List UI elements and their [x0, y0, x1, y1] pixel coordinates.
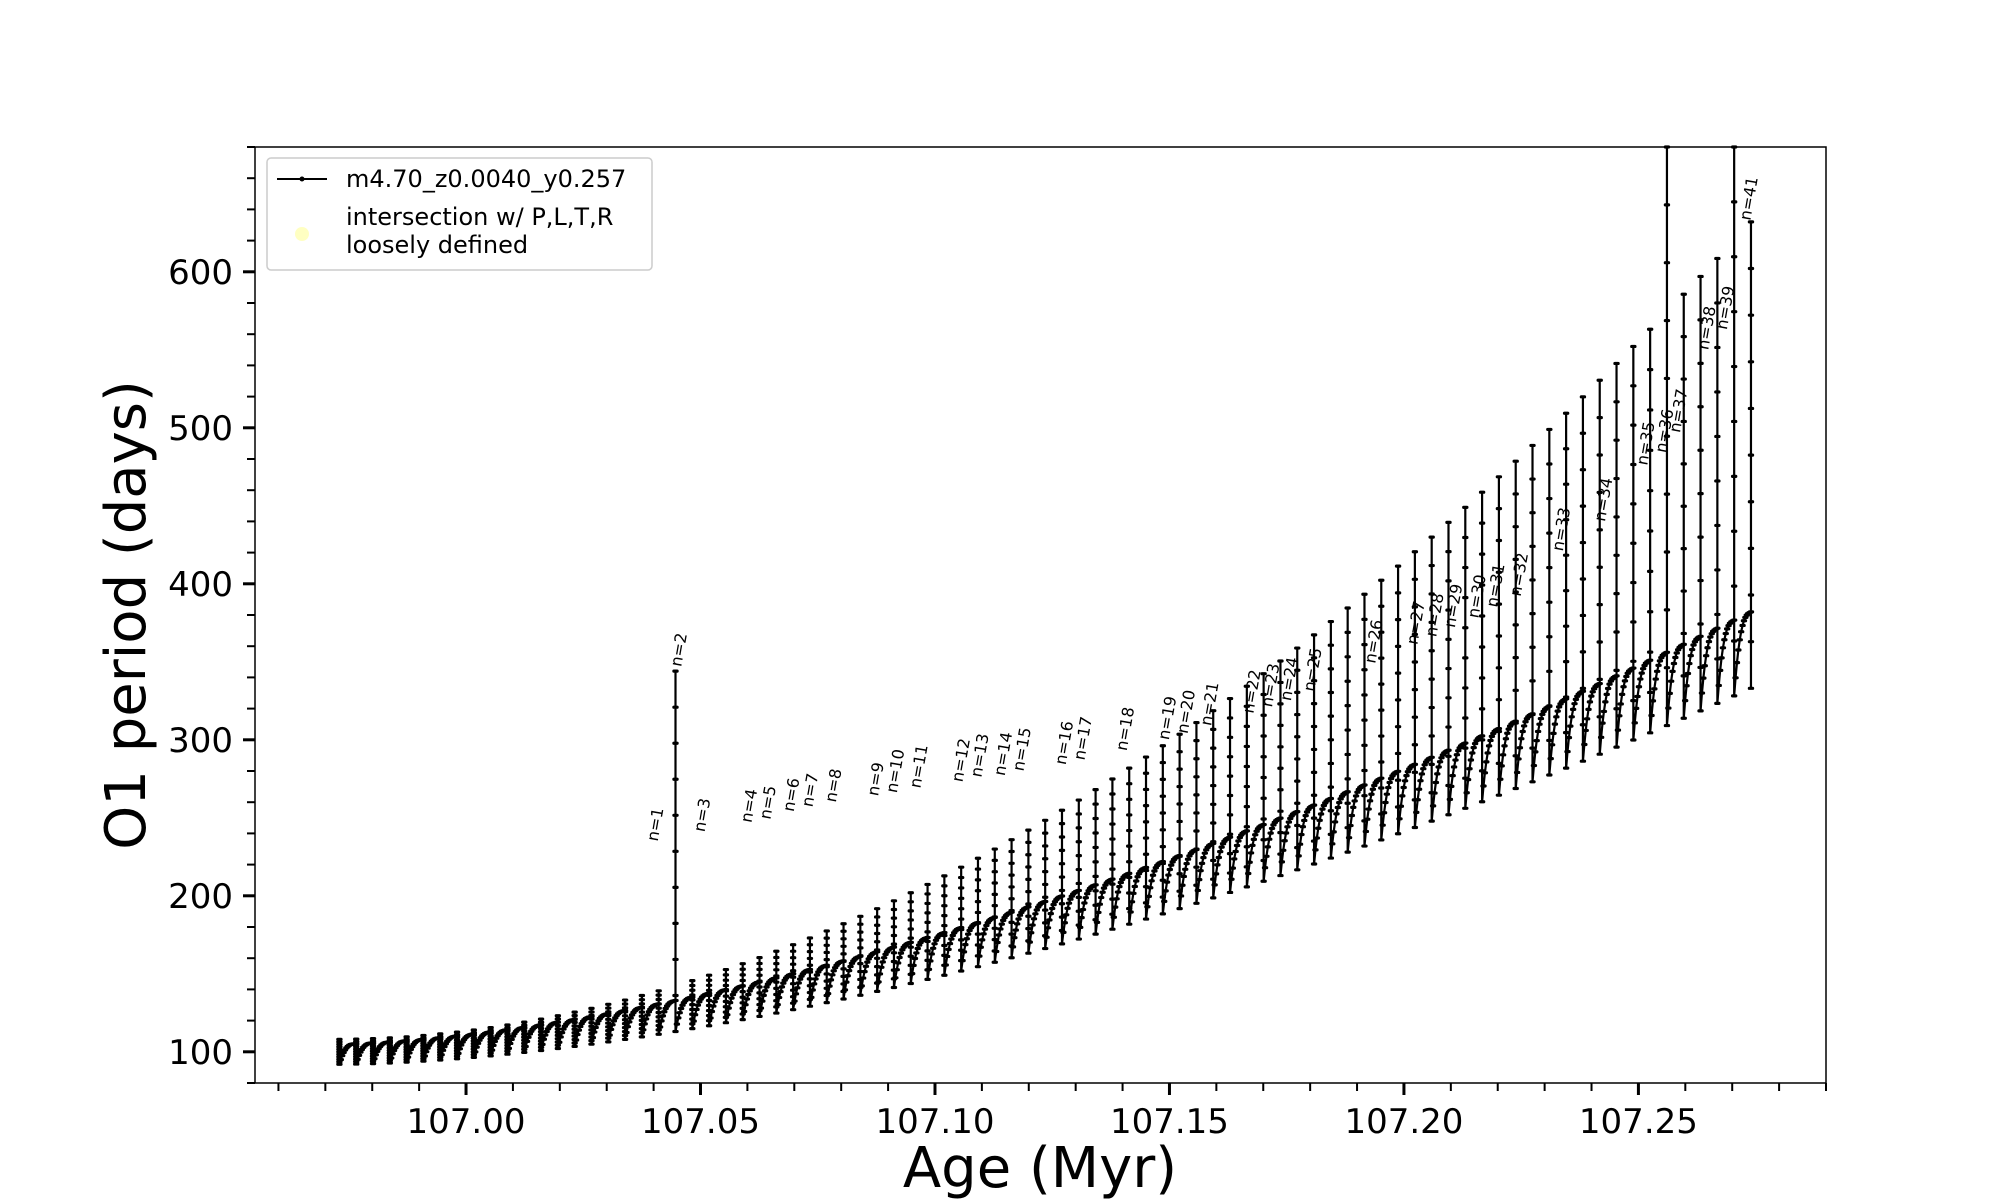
series-markers — [336, 145, 1755, 1066]
y-tick-label: 500 — [168, 409, 233, 449]
cycle-annotation: n=37 — [1665, 387, 1691, 434]
annotation-layer: n=1n=2n=3 n=4n=5n=6n=7n=8 n=9n=10n=11 n=12n… — [643, 175, 1762, 842]
legend-intersection-label-line1: intersection w/ P,L,T,R — [346, 203, 613, 231]
cycle-annotation: n=10 — [882, 748, 908, 795]
cycle-annotation: n=2 — [666, 631, 691, 668]
series-line — [338, 147, 1753, 1065]
y-tick-label: 200 — [168, 877, 233, 917]
cycle-annotation: n=25 — [1299, 646, 1325, 693]
x-tick-label: 107.00 — [407, 1102, 526, 1142]
y-tick-label: 400 — [168, 565, 233, 605]
cycle-annotation: n=34 — [1590, 476, 1616, 523]
cycle-annotation: n=7 — [798, 772, 823, 809]
x-axis-title: Age (Myr) — [903, 1136, 1177, 1200]
cycle-annotation: n=3 — [690, 797, 715, 834]
x-tick-label: 107.15 — [1110, 1102, 1229, 1142]
cycle-annotation: n=33 — [1548, 506, 1574, 553]
cycle-annotation: n=32 — [1506, 551, 1532, 598]
cycle-annotation: n=8 — [821, 767, 846, 804]
legend-intersection-label-line2: loosely defined — [346, 231, 528, 259]
y-tick-label: 100 — [168, 1033, 233, 1073]
legend: m4.70_z0.0040_y0.257 intersection w/ P,L… — [266, 157, 653, 271]
x-tick-label: 107.20 — [1344, 1102, 1463, 1142]
cycle-annotation: n=11 — [905, 743, 931, 790]
x-tick-label: 107.05 — [641, 1102, 760, 1142]
x-tick-label: 107.10 — [876, 1102, 995, 1142]
x-tick-label: 107.25 — [1579, 1102, 1698, 1142]
plot-frame — [254, 146, 1827, 1084]
y-axis-title: O1 period (days) — [94, 380, 159, 850]
cycle-annotation: n=5 — [755, 784, 780, 821]
cycle-annotation: n=1 — [643, 806, 668, 843]
ticks: 107.00 107.05 107.10 107.15 107.20 107.25 100 2… — [168, 146, 1827, 1142]
cycle-annotation: n=17 — [1070, 715, 1096, 762]
cycle-annotation: n=15 — [1009, 726, 1035, 773]
legend-series-label: m4.70_z0.0040_y0.257 — [346, 165, 626, 193]
legend-intersection-marker — [295, 227, 309, 241]
cycle-annotation: n=29 — [1440, 582, 1466, 629]
cycle-annotation: n=18 — [1112, 706, 1138, 753]
legend-box — [266, 157, 653, 271]
cycle-annotation: n=31 — [1482, 562, 1508, 609]
legend-series-marker — [299, 176, 305, 182]
cycle-annotation: n=13 — [966, 732, 992, 779]
cycle-annotation: n=41 — [1736, 175, 1762, 222]
cycle-annotation: n=20 — [1173, 688, 1199, 735]
cycle-annotation: n=21 — [1196, 681, 1222, 728]
y-tick-label: 300 — [168, 721, 233, 761]
y-tick-label: 600 — [168, 253, 233, 293]
data-layer — [336, 145, 1755, 1066]
